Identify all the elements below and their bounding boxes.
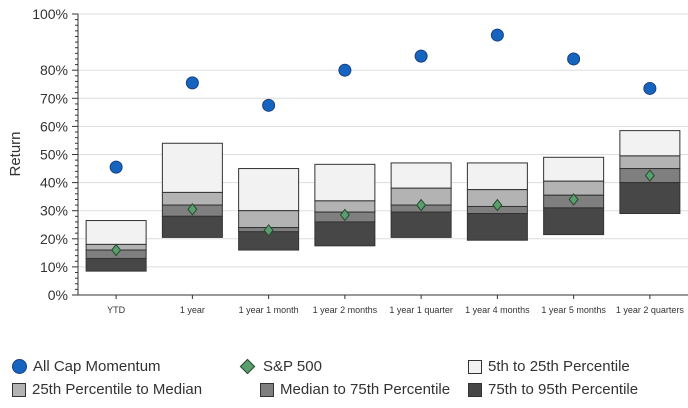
legend-item-5-25: 5th to 25th Percentile xyxy=(468,358,630,375)
y-tick-label: 80% xyxy=(40,62,68,78)
momentum-point xyxy=(185,76,199,90)
box-75th-95th xyxy=(314,221,376,247)
x-tick-label: 1 year 4 months xyxy=(465,305,530,315)
momentum-point xyxy=(567,52,581,66)
legend-label: 75th to 95th Percentile xyxy=(488,381,639,398)
momentum-point xyxy=(643,81,657,95)
legend-item-momentum: All Cap Momentum xyxy=(12,358,161,375)
box-75th-95th xyxy=(390,211,452,238)
legend-item-sp500: S&P 500 xyxy=(236,358,322,375)
legend-diamond-icon xyxy=(239,358,256,375)
legend-box-icon xyxy=(468,359,482,374)
x-tick-label: 1 year 2 quarters xyxy=(616,305,685,315)
box-5th-25th xyxy=(543,156,605,182)
legend-box-icon xyxy=(260,382,274,397)
box-5th-25th xyxy=(466,162,528,191)
legend-item-median-75: Median to 75th Percentile xyxy=(260,381,450,398)
x-tick-label: 1 year xyxy=(180,305,205,315)
box-25th-median xyxy=(543,180,605,196)
legend-box-icon xyxy=(468,382,482,397)
sp500-point xyxy=(263,224,274,237)
series-markers xyxy=(109,28,657,257)
y-tick-label: 50% xyxy=(40,147,68,163)
legend-box-icon xyxy=(12,382,26,397)
box-5th-25th xyxy=(619,130,681,157)
y-tick-label: 40% xyxy=(40,175,68,191)
momentum-point xyxy=(414,49,428,63)
legend-label: All Cap Momentum xyxy=(33,358,161,375)
momentum-point xyxy=(109,160,123,174)
momentum-point xyxy=(490,28,504,42)
y-tick-label: 70% xyxy=(40,90,68,106)
box-5th-25th xyxy=(314,163,376,202)
momentum-point xyxy=(338,63,352,77)
box-5th-25th xyxy=(161,142,223,193)
x-tick-label: 1 year 2 months xyxy=(313,305,378,315)
y-tick-label: 100% xyxy=(32,6,68,22)
box-75th-95th xyxy=(543,207,605,236)
box-5th-25th xyxy=(85,220,147,245)
box-75th-95th xyxy=(619,182,681,215)
y-tick-label: 0% xyxy=(48,287,68,303)
box-75th-95th xyxy=(161,215,223,238)
y-tick-label: 20% xyxy=(40,231,68,247)
sp500-point xyxy=(416,198,427,212)
x-tick-label: 1 year 1 quarter xyxy=(389,305,453,315)
legend-label: 25th Percentile to Median xyxy=(32,381,203,398)
sp500-point xyxy=(492,198,503,212)
legend-label: S&P 500 xyxy=(263,358,322,375)
legend-item-25-median: 25th Percentile to Median xyxy=(12,381,202,398)
y-axis-title: Return xyxy=(7,131,24,176)
box-25th-median xyxy=(619,155,681,170)
y-tick-label: 10% xyxy=(40,259,68,275)
box-75th-95th xyxy=(466,213,528,241)
sp500-point xyxy=(644,169,655,182)
legend-circle-icon xyxy=(12,359,27,374)
box-5th-25th xyxy=(238,168,300,212)
percentile-chart: 0% 10% 20% 30% 40% 50% 60% 70% 80% 100% YTD 1 year 1… xyxy=(7,6,688,315)
x-tick-label: YTD xyxy=(107,305,126,315)
x-tick-label: 1 year 5 months xyxy=(541,305,606,315)
legend-item-75-95: 75th to 95th Percentile xyxy=(468,381,638,398)
box-75th-95th xyxy=(85,257,147,272)
legend-label: 5th to 25th Percentile xyxy=(488,358,630,375)
sp500-point xyxy=(339,208,350,222)
box-5th-25th xyxy=(390,162,452,189)
sp500-point xyxy=(568,193,579,206)
legend-label: Median to 75th Percentile xyxy=(280,381,451,398)
percentile-boxes xyxy=(85,130,681,272)
axes: 0% 10% 20% 30% 40% 50% 60% 70% 80% 100% YTD 1 year 1… xyxy=(32,6,688,315)
x-tick-label: 1 year 1 month xyxy=(239,305,299,315)
sp500-point xyxy=(111,243,122,257)
momentum-point xyxy=(262,98,276,112)
y-tick-label: 60% xyxy=(40,118,68,134)
sp500-point xyxy=(187,202,198,216)
y-tick-label: 30% xyxy=(40,203,68,219)
